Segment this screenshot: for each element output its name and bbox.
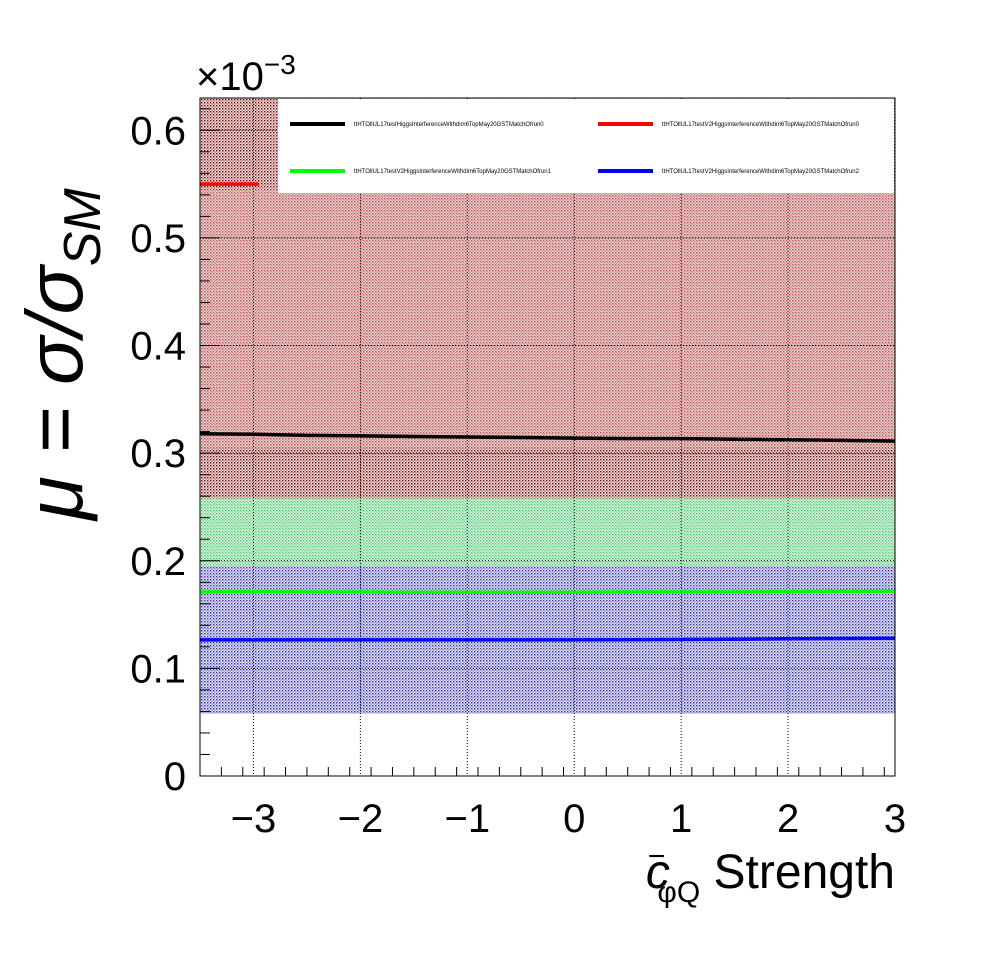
legend-label-2: ttHTOllUL17testV2HiggsInterferenceWithdi…: [662, 122, 860, 128]
y-tick-label: 0.1: [130, 647, 186, 691]
y-axis-title-main: μ = σ/σ: [10, 264, 99, 522]
legend-label-1: ttHTOllUL17testHiggsInterferenceWithdim6…: [354, 122, 544, 128]
y-multiplier: ×10−3: [196, 49, 296, 99]
x-axis-title-suffix: Strength: [700, 846, 895, 899]
x-tick-label: 1: [670, 797, 692, 841]
x-tick-label: −3: [231, 797, 277, 841]
legend: ttHTOllUL17testHiggsInterferenceWithdim6…: [290, 122, 860, 175]
axis-ticks: [199, 108, 885, 777]
y-tick-label: 0.2: [130, 540, 186, 584]
x-tick-label: 0: [563, 797, 585, 841]
y-axis-title: μ = σ/σSM: [10, 188, 112, 522]
y-tick-label: 0.4: [130, 325, 186, 369]
x-axis-title: c− φQ Strength: [646, 840, 895, 909]
y-multiplier-exponent: −3: [264, 49, 296, 80]
y-tick-label: 0: [164, 755, 186, 799]
series-line-1: [199, 432, 896, 443]
legend-box: [278, 99, 894, 193]
y-tick-label: 0.5: [130, 217, 186, 261]
x-axis-title-subscript: φQ: [657, 876, 700, 909]
band-3: [200, 498, 895, 567]
series-line-4: [200, 636, 896, 642]
series-lines: [199, 182, 896, 642]
y-multiplier-prefix: ×10: [196, 55, 264, 99]
legend-label-4: ttHTOllUL17testV2HiggsInterferenceWithdi…: [662, 169, 860, 175]
x-axis-title-main: c: [646, 846, 670, 899]
x-tick-label: −2: [338, 797, 384, 841]
y-axis-title-subscript: SM: [54, 188, 112, 267]
x-tick-label: 3: [884, 797, 906, 841]
tick-labels: −3 −2 −1 0 1 2 3 0 0.1 0.2 0.3 0.4 0.5 0.6: [130, 109, 906, 841]
band-2: [200, 189, 895, 448]
y-tick-label: 0.6: [130, 109, 186, 153]
x-tick-label: −1: [445, 797, 491, 841]
plot-frame: [199, 97, 896, 777]
series-line-3: [199, 589, 896, 594]
y-tick-label: 0.3: [130, 432, 186, 476]
legend-label-3: ttHTOllUL17testV2HiggsInterferenceWithdi…: [354, 169, 552, 175]
x-tick-label: 2: [777, 797, 799, 841]
x-axis-title-superscript: −: [648, 840, 666, 873]
band-clear-bottom: [200, 713, 895, 776]
